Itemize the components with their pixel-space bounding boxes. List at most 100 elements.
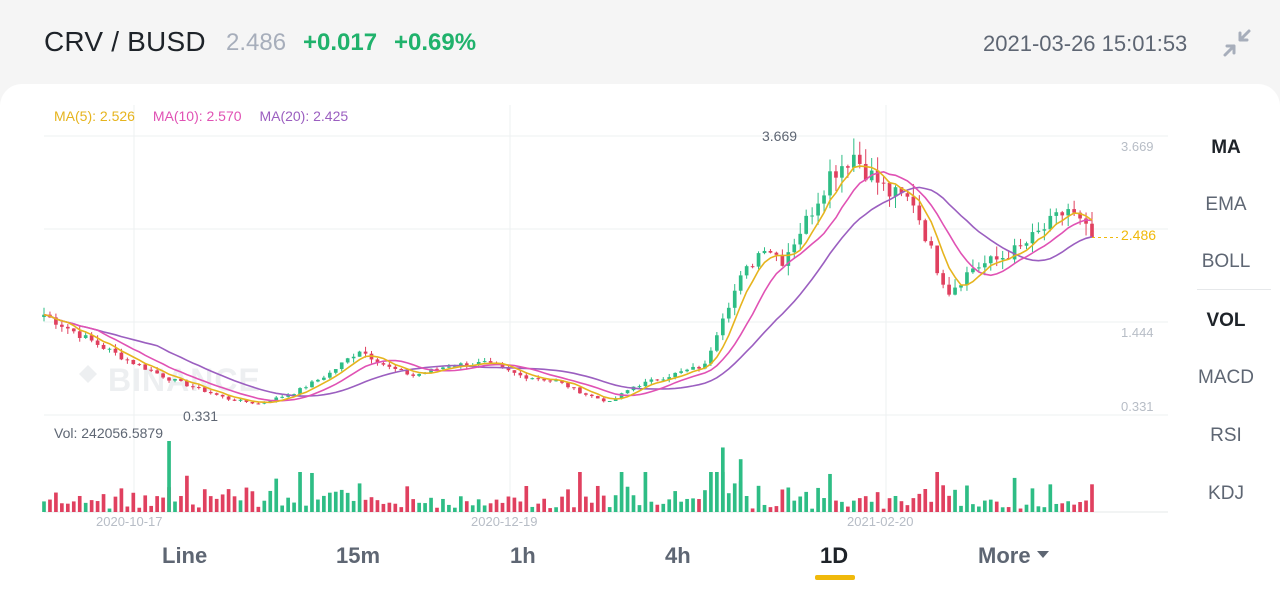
volume-bar — [208, 496, 213, 512]
timestamp: 2021-03-26 15:01:53 — [983, 31, 1188, 56]
volume-bar — [982, 500, 987, 512]
timeframe-4h[interactable]: 4h — [665, 543, 691, 568]
volume-bar — [542, 498, 547, 512]
volume-bar — [476, 499, 481, 512]
candle-body — [149, 369, 154, 371]
volume-bar — [613, 495, 618, 512]
volume-bar — [482, 505, 487, 512]
volume-bar — [726, 493, 731, 512]
candle-body — [1066, 209, 1071, 216]
candle-body — [268, 400, 273, 403]
volume-bar — [679, 501, 683, 512]
volume-bar — [161, 497, 165, 512]
timeframe-more[interactable]: More — [978, 543, 1049, 569]
candle-body — [131, 359, 136, 365]
volume-bar — [113, 496, 118, 512]
indicator-divider — [1197, 289, 1271, 290]
candle-body — [792, 244, 797, 253]
price-change-percent: +0.69% — [394, 29, 477, 56]
volume-bar — [744, 496, 749, 512]
candle-body — [953, 287, 957, 295]
volume-bar — [697, 499, 701, 512]
volume-bar — [536, 503, 541, 512]
candle-body — [71, 328, 76, 332]
candle-body — [274, 397, 279, 401]
volume-bar — [911, 498, 916, 512]
volume-bar — [929, 501, 934, 512]
candle-body — [357, 351, 362, 357]
candle-body — [536, 378, 541, 380]
candle-body — [542, 378, 547, 381]
volume-bar — [387, 502, 392, 512]
volume-bar — [48, 499, 52, 512]
candlestick-chart[interactable]: BINANCE3.6691.4440.3312.4863.6690.331Vol… — [0, 84, 1280, 597]
volume-bar — [691, 498, 695, 512]
volume-bar — [89, 500, 94, 512]
volume-bar — [339, 489, 344, 512]
candle-body — [179, 378, 183, 381]
timeframe-1h[interactable]: 1h — [510, 543, 536, 568]
candle-body — [584, 393, 588, 395]
volume-bar — [1054, 503, 1059, 512]
timeframe-1d[interactable]: 1D — [820, 543, 849, 568]
indicator-boll[interactable]: BOLL — [1201, 251, 1251, 272]
candle-body — [893, 187, 898, 197]
volume-bar — [822, 498, 826, 512]
collapse-arrows-icon[interactable] — [1222, 28, 1252, 58]
volume-bar — [667, 499, 672, 512]
high-marker-label: 3.669 — [762, 128, 797, 144]
volume-bar — [685, 498, 689, 512]
current-price-label: 2.486 — [1121, 227, 1156, 243]
volume-bar — [917, 493, 922, 512]
candle-body — [298, 388, 302, 395]
volume-bar — [292, 502, 296, 512]
timeframe-15m[interactable]: 15m — [336, 543, 381, 568]
indicator-kdj[interactable]: KDJ — [1208, 483, 1244, 504]
last-price: 2.486 — [226, 29, 287, 56]
candle-body — [161, 373, 165, 378]
volume-bar — [65, 503, 70, 512]
candle-body — [375, 359, 380, 364]
axis-label-bottom: 0.331 — [1121, 399, 1154, 414]
timeframe-more-label: More — [978, 543, 1031, 568]
volume-bar — [780, 489, 785, 512]
candle-body — [155, 370, 159, 374]
candle-body — [1042, 229, 1047, 231]
axis-label-mid: 1.444 — [1121, 325, 1154, 340]
indicator-vol[interactable]: VOL — [1206, 310, 1246, 331]
indicator-macd[interactable]: MACD — [1198, 367, 1254, 388]
candle-body — [959, 285, 963, 288]
volume-bar — [429, 497, 433, 512]
candle-body — [774, 252, 779, 255]
candle-body — [929, 241, 934, 246]
pair-title[interactable]: CRV / BUSD — [44, 26, 206, 57]
volume-bar — [828, 473, 832, 512]
volume-bar — [345, 492, 350, 512]
binance-logo-icon — [79, 365, 97, 383]
candle-body — [691, 366, 695, 370]
volume-bar — [923, 489, 928, 512]
candle-body — [810, 215, 814, 217]
volume-bar — [1078, 502, 1082, 512]
volume-bar — [750, 508, 755, 512]
candle-body — [256, 403, 261, 405]
indicator-rsi[interactable]: RSI — [1210, 425, 1242, 446]
candle-body — [339, 362, 344, 370]
candle-body — [54, 317, 58, 325]
candle-body — [393, 366, 398, 369]
timeframe-line[interactable]: Line — [162, 543, 208, 568]
ma20-value: MA(20): 2.425 — [259, 108, 349, 124]
caret-down-icon — [1036, 550, 1049, 558]
candle-body — [1000, 258, 1005, 260]
candle-body — [399, 368, 404, 370]
candle-body — [89, 335, 94, 341]
volume-bar — [1036, 506, 1041, 512]
indicator-ma[interactable]: MA — [1211, 137, 1241, 158]
volume-bar — [101, 494, 106, 512]
candle-body — [715, 335, 719, 351]
ticker-header: CRV / BUSD 2.486 +0.017 +0.69% 2021-03-2… — [0, 0, 1280, 88]
indicator-ema[interactable]: EMA — [1205, 194, 1247, 215]
volume-bar — [71, 501, 76, 512]
candle-body — [232, 399, 237, 401]
candle-body — [512, 370, 517, 373]
